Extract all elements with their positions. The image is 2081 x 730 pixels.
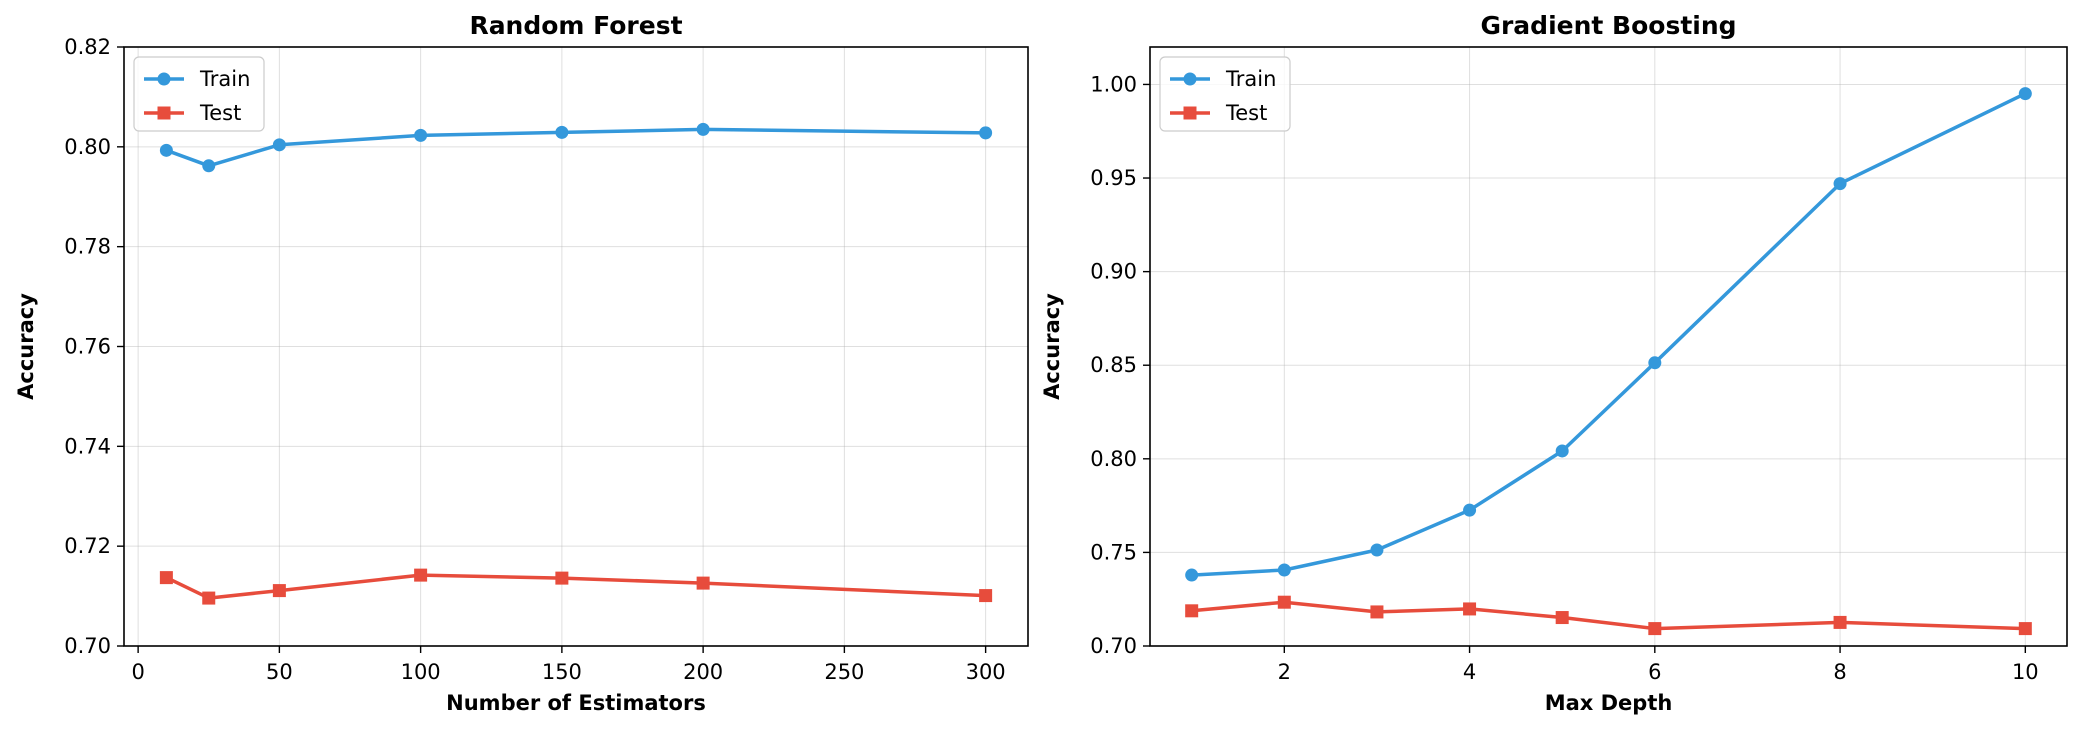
data-point bbox=[202, 591, 216, 605]
series-line bbox=[1191, 600, 2026, 631]
data-point bbox=[1277, 563, 1291, 577]
x-tick-label: 250 bbox=[824, 660, 864, 684]
data-point bbox=[1277, 595, 1291, 609]
legend-marker bbox=[1183, 72, 1197, 86]
x-tick-label: 50 bbox=[266, 660, 293, 684]
y-tick-label: 0.74 bbox=[64, 434, 111, 458]
x-tick-label: 10 bbox=[2012, 660, 2039, 684]
data-point bbox=[1648, 622, 1662, 636]
y-tick-label: 0.70 bbox=[64, 634, 111, 658]
chart-gradient-boosting: 2 4 6 8 10 0.70 0.75 0.80 0.85 0.90 0.95 1.00 Gradie… bbox=[1040, 11, 2068, 715]
y-tick-label: 0.76 bbox=[64, 335, 111, 359]
data-point bbox=[272, 138, 286, 152]
chart-title: Random Forest bbox=[469, 11, 682, 40]
data-point bbox=[1833, 177, 1847, 191]
data-point bbox=[414, 568, 428, 582]
y-axis-label: Accuracy bbox=[1040, 293, 1064, 400]
axes-frame bbox=[1149, 46, 2068, 647]
grid bbox=[124, 46, 1028, 647]
data-point bbox=[555, 125, 569, 139]
data-point bbox=[1555, 444, 1569, 458]
x-tick-label: 100 bbox=[401, 660, 441, 684]
series-line bbox=[165, 127, 986, 168]
x-tick-label: 4 bbox=[1463, 660, 1476, 684]
legend-label: Test bbox=[199, 101, 241, 125]
data-point bbox=[1833, 615, 1847, 629]
legend-marker bbox=[157, 72, 171, 86]
data-point bbox=[979, 126, 993, 140]
x-tick-label: 300 bbox=[966, 660, 1006, 684]
y-tick-label: 0.78 bbox=[64, 235, 111, 259]
x-tick-label: 150 bbox=[542, 660, 582, 684]
data-point bbox=[1370, 543, 1384, 557]
y-tick-label: 0.70 bbox=[1090, 634, 1137, 658]
x-tick-label: 200 bbox=[683, 660, 723, 684]
data-point bbox=[2018, 622, 2032, 636]
legend: Train Test bbox=[1159, 56, 1291, 132]
data-point bbox=[979, 589, 993, 603]
series-line bbox=[1191, 92, 2027, 577]
data-point bbox=[159, 571, 173, 585]
data-point bbox=[414, 128, 428, 142]
series-line bbox=[165, 573, 986, 600]
x-tick-label: 2 bbox=[1278, 660, 1291, 684]
data-point bbox=[202, 159, 216, 173]
data-point bbox=[159, 143, 173, 157]
legend-label: Train bbox=[199, 67, 250, 91]
chart-random-forest: 0 50 100 150 200 250 300 0.70 0.72 0.74 0.76 0.78 0.… bbox=[14, 11, 1029, 715]
series-train bbox=[1185, 87, 2032, 582]
x-axis-label: Number of Estimators bbox=[446, 691, 706, 715]
x-axis-label: Max Depth bbox=[1545, 691, 1673, 715]
data-point bbox=[272, 584, 286, 598]
y-tick-label: 0.80 bbox=[64, 135, 111, 159]
y-tick-label: 0.75 bbox=[1090, 540, 1137, 564]
data-point bbox=[1185, 568, 1199, 582]
data-point bbox=[2018, 87, 2032, 101]
data-point bbox=[1555, 611, 1569, 625]
data-point bbox=[1463, 602, 1477, 616]
data-point bbox=[696, 122, 710, 136]
data-point bbox=[1185, 604, 1199, 618]
legend: Train Test bbox=[133, 56, 265, 132]
y-tick-label: 0.82 bbox=[64, 35, 111, 59]
data-point bbox=[1463, 503, 1477, 517]
y-tick-label: 0.72 bbox=[64, 534, 111, 558]
data-point bbox=[1648, 356, 1662, 370]
legend-label: Train bbox=[1225, 67, 1276, 91]
chart-title: Gradient Boosting bbox=[1480, 11, 1736, 40]
data-point bbox=[1370, 605, 1384, 619]
legend-marker bbox=[157, 106, 171, 120]
y-tick-label: 1.00 bbox=[1090, 72, 1137, 96]
data-point bbox=[696, 576, 710, 590]
series-train bbox=[159, 122, 993, 173]
legend-marker bbox=[1183, 106, 1197, 120]
legend-label: Test bbox=[1225, 101, 1267, 125]
data-point bbox=[555, 571, 569, 585]
series-test bbox=[1185, 595, 2032, 636]
x-tick-label: 8 bbox=[1833, 660, 1846, 684]
y-tick-label: 0.85 bbox=[1090, 353, 1137, 377]
y-axis-label: Accuracy bbox=[14, 293, 38, 400]
series-test bbox=[159, 568, 993, 605]
x-tick-label: 0 bbox=[131, 660, 144, 684]
grid bbox=[1150, 47, 2067, 647]
x-tick-label: 6 bbox=[1648, 660, 1661, 684]
y-tick-label: 0.80 bbox=[1090, 447, 1137, 471]
y-tick-label: 0.95 bbox=[1090, 166, 1137, 190]
y-tick-label: 0.90 bbox=[1090, 260, 1137, 284]
